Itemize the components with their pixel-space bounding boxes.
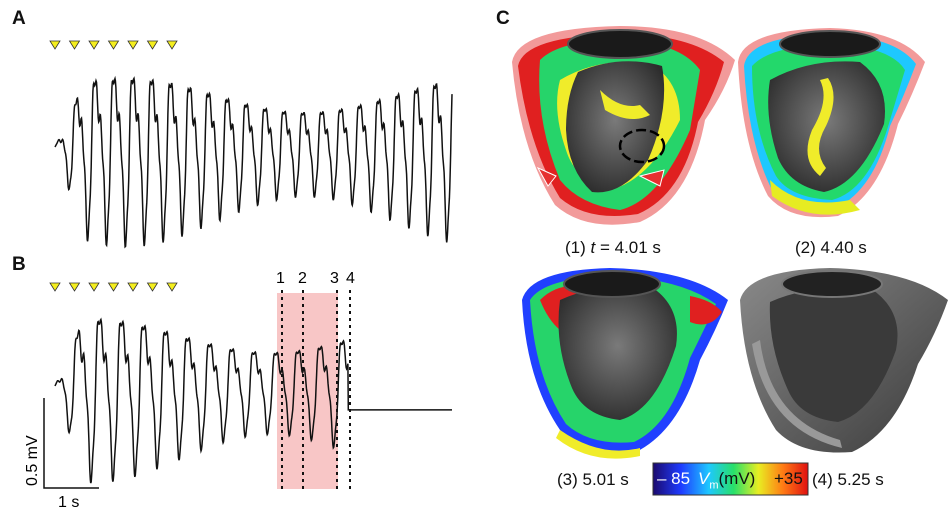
colorbar-max: +35 (774, 469, 803, 488)
stim-marker-b-7 (166, 282, 178, 292)
snapshot-1-prefix: (1) (565, 238, 591, 257)
stim-marker-a-6 (146, 40, 159, 50)
snapshot-caption-4: (4) 5.25 s (812, 470, 884, 490)
stim-marker-a-3 (88, 40, 100, 50)
panel-a-label: A (12, 8, 26, 29)
ecg-trace-b (54, 317, 452, 484)
colorbar-unit: (mV) (718, 469, 756, 488)
colorbar-var-sub: m (709, 479, 719, 492)
snapshot-3-time: 5.01 s (582, 470, 629, 489)
stim-marker-b-5 (127, 282, 139, 292)
stim-markers-b (49, 282, 178, 292)
colorbar-var-symbol: V (698, 469, 710, 488)
marker-label-4: 4 (346, 270, 355, 287)
heart-snapshot-2 (738, 28, 925, 218)
stim-marker-b-6 (146, 282, 159, 292)
stim-marker-b-2 (68, 282, 81, 292)
stim-marker-a-7 (166, 40, 178, 50)
snapshot-1-time: 4.01 s (614, 238, 661, 257)
panel-b-label: B (12, 254, 26, 275)
colorbar-var: Vm(mV) (698, 469, 755, 491)
panel-c-label: C (496, 8, 510, 29)
snapshot-caption-3: (3) 5.01 s (557, 470, 629, 490)
snapshot-caption-2: (2) 4.40 s (795, 238, 867, 258)
snapshot-2-prefix: (2) (795, 238, 821, 257)
colorbar-min: – 85 (657, 469, 691, 488)
stim-marker-b-3 (88, 282, 100, 292)
snapshot-1-eq: = (595, 238, 615, 257)
snapshot-4-prefix: (4) (812, 470, 838, 489)
stim-marker-b-1 (49, 282, 61, 292)
stim-marker-a-1 (49, 40, 61, 50)
marker-label-1: 1 (276, 270, 285, 287)
stim-marker-b-4 (107, 282, 120, 292)
marker-label-3: 3 (330, 270, 339, 287)
ecg-trace-a (54, 75, 453, 249)
heart-snapshot-3 (522, 268, 728, 459)
snapshot-caption-1: (1) t = 4.01 s (565, 238, 661, 258)
marker-label-2: 2 (298, 270, 307, 287)
snapshot-1-time-var: t (590, 238, 596, 257)
scale-bar-time: 1 s (58, 494, 79, 511)
stim-marker-a-2 (68, 40, 81, 50)
snapshot-3-prefix: (3) (557, 470, 583, 489)
stim-markers-a (49, 40, 178, 50)
heart-snapshot-4 (740, 268, 948, 453)
stim-marker-a-5 (127, 40, 139, 50)
scale-bar (43, 398, 99, 489)
snapshot-4-time: 5.25 s (837, 470, 884, 489)
scale-bar-voltage: 0.5 mV (24, 435, 41, 486)
stim-marker-a-4 (107, 40, 120, 50)
snapshot-2-time: 4.40 s (820, 238, 867, 257)
heart-snapshot-1 (512, 26, 735, 225)
colorbar (652, 462, 809, 496)
time-markers (281, 290, 351, 489)
